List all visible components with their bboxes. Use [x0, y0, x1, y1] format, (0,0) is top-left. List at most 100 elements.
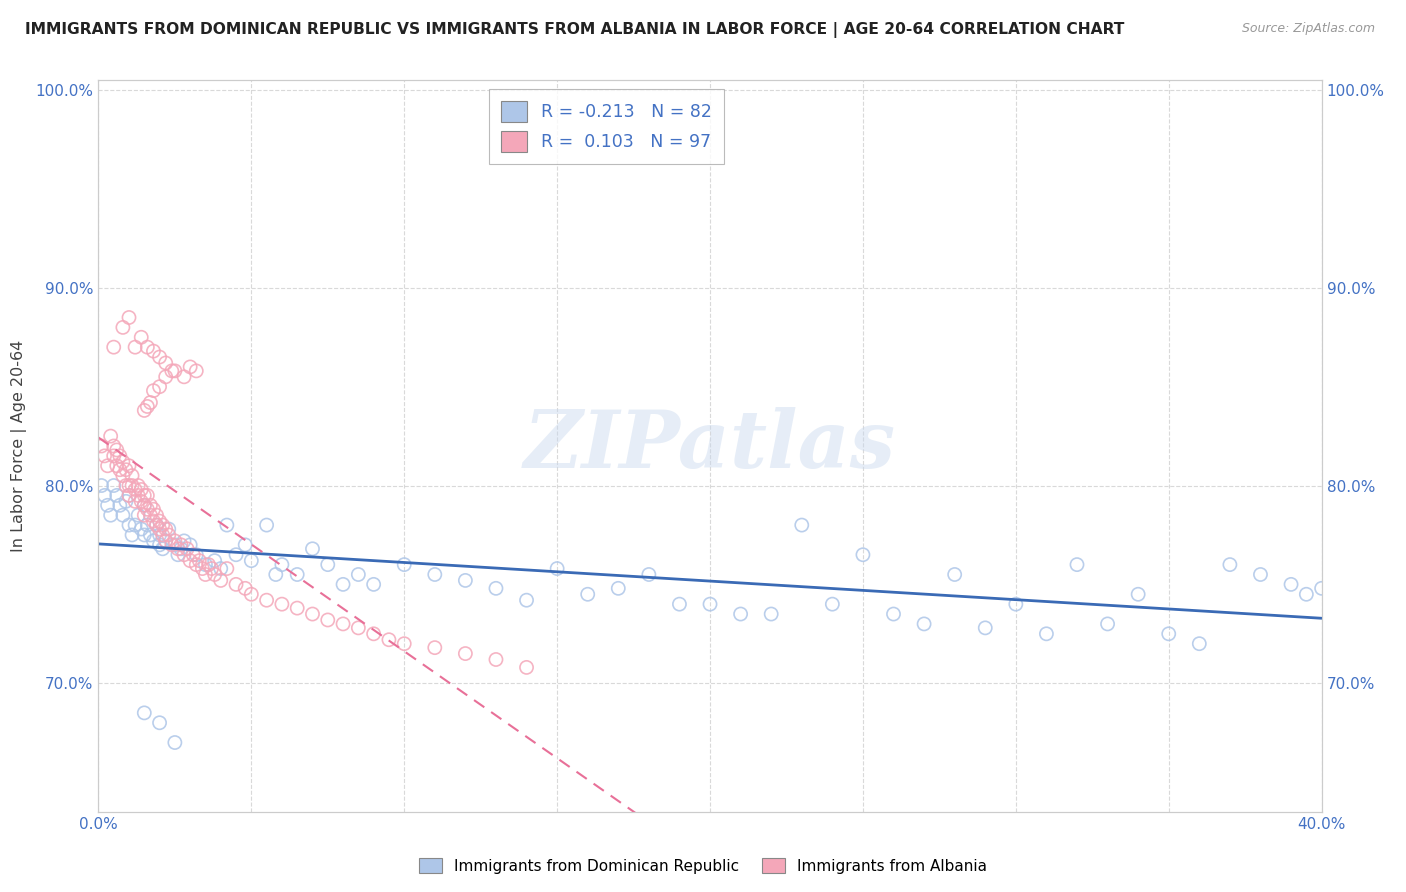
Point [127, 488, 149, 502]
Point [155, 369, 177, 384]
Point [155, 356, 177, 370]
Point [152, 541, 174, 556]
Point [118, 458, 141, 473]
Point [209, 574, 232, 588]
Point [157, 522, 180, 536]
Point [363, 627, 385, 641]
Point [163, 364, 186, 378]
Point [111, 468, 134, 483]
Point [264, 567, 287, 582]
Point [392, 637, 416, 651]
Legend: Immigrants from Dominican Republic, Immigrants from Albania: Immigrants from Dominican Republic, Immi… [413, 852, 993, 880]
Point [115, 494, 138, 508]
Point [145, 518, 167, 533]
Point [103, 340, 125, 354]
Point [316, 613, 339, 627]
Point [108, 449, 131, 463]
Point [883, 607, 905, 621]
Point [124, 518, 146, 533]
Point [485, 652, 508, 666]
Point [188, 554, 211, 568]
Point [204, 554, 226, 568]
Y-axis label: In Labor Force | Age 20-64: In Labor Force | Age 20-64 [11, 340, 27, 552]
Point [111, 508, 134, 523]
Point [576, 587, 599, 601]
Point [225, 577, 247, 591]
Point [516, 660, 538, 674]
Point [285, 601, 308, 615]
Point [100, 429, 122, 443]
Point [912, 616, 935, 631]
Point [191, 561, 214, 575]
Point [423, 567, 446, 582]
Point [173, 533, 195, 548]
Point [157, 528, 180, 542]
Point [170, 538, 193, 552]
Point [108, 463, 131, 477]
Point [121, 478, 143, 492]
Point [1157, 627, 1180, 641]
Point [134, 488, 156, 502]
Point [111, 455, 134, 469]
Point [115, 463, 138, 477]
Point [152, 528, 174, 542]
Point [152, 518, 174, 533]
Point [127, 508, 149, 523]
Point [134, 508, 156, 523]
Point [90, 478, 112, 492]
Point [142, 344, 165, 359]
Point [454, 647, 477, 661]
Point [852, 548, 875, 562]
Point [607, 582, 630, 596]
Point [139, 528, 162, 542]
Point [179, 554, 201, 568]
Text: IMMIGRANTS FROM DOMINICAN REPUBLIC VS IMMIGRANTS FROM ALBANIA IN LABOR FORCE | A: IMMIGRANTS FROM DOMINICAN REPUBLIC VS IM… [25, 22, 1125, 38]
Point [118, 478, 141, 492]
Point [516, 593, 538, 607]
Point [103, 478, 125, 492]
Point [129, 330, 152, 344]
Point [136, 400, 159, 414]
Point [546, 561, 568, 575]
Point [145, 518, 167, 533]
Point [136, 340, 159, 354]
Point [100, 508, 122, 523]
Point [121, 528, 143, 542]
Point [392, 558, 416, 572]
Point [134, 403, 156, 417]
Point [332, 616, 354, 631]
Point [730, 607, 752, 621]
Point [134, 498, 156, 512]
Point [316, 558, 339, 572]
Point [118, 488, 141, 502]
Point [167, 548, 190, 562]
Point [149, 522, 172, 536]
Point [173, 548, 195, 562]
Point [1097, 616, 1119, 631]
Point [129, 494, 152, 508]
Point [118, 310, 141, 325]
Point [1249, 567, 1271, 582]
Point [209, 561, 232, 575]
Point [142, 533, 165, 548]
Point [1295, 587, 1317, 601]
Point [668, 597, 690, 611]
Point [134, 706, 156, 720]
Point [139, 395, 162, 409]
Point [127, 478, 149, 492]
Point [215, 518, 238, 533]
Point [225, 548, 247, 562]
Point [270, 597, 292, 611]
Point [197, 558, 219, 572]
Point [233, 582, 256, 596]
Point [943, 567, 966, 582]
Point [149, 528, 172, 542]
Point [155, 533, 177, 548]
Point [1035, 627, 1057, 641]
Point [155, 533, 177, 548]
Point [186, 548, 208, 562]
Point [105, 488, 128, 502]
Point [163, 533, 186, 548]
Point [111, 320, 134, 334]
Point [790, 518, 813, 533]
